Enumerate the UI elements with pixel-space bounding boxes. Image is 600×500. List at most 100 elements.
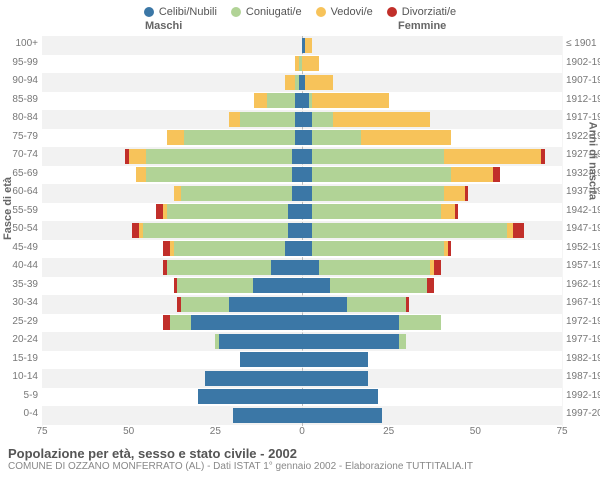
birth-label: 1912-1916	[566, 94, 600, 105]
bar-segment	[302, 56, 319, 71]
population-pyramid-chart: Celibi/Nubili Coniugati/e Vedovi/e Divorzia…	[0, 0, 600, 500]
chart-subtitle: COMUNE DI OZZANO MONFERRATO (AL) - Dati …	[8, 461, 592, 472]
pyramid-row	[42, 37, 562, 56]
legend-item: Coniugati/e	[231, 6, 302, 18]
pyramid-row	[42, 74, 562, 93]
chart-title: Popolazione per età, sesso e stato civil…	[8, 446, 592, 461]
birth-label: 1902-1906	[566, 57, 600, 68]
bar-segment	[267, 93, 295, 108]
bar-segment	[295, 112, 302, 127]
age-label: 90-94	[0, 75, 38, 86]
age-label: 40-44	[0, 260, 38, 271]
bar-segment	[146, 149, 292, 164]
pyramid-row	[42, 111, 562, 130]
pyramid-row	[42, 93, 562, 112]
pyramid-row	[42, 241, 562, 260]
bar-segment	[288, 223, 302, 238]
bar-segment	[156, 204, 163, 219]
birth-label: 1927-1931	[566, 149, 600, 160]
birth-label: 1947-1951	[566, 223, 600, 234]
legend-swatch	[387, 7, 397, 17]
bar-segment	[302, 371, 368, 386]
birth-label: ≤ 1901	[566, 38, 600, 49]
bar-segment	[312, 93, 388, 108]
plot-area: 100+≤ 190195-991902-190690-941907-191185…	[42, 36, 562, 426]
bar-segment	[292, 149, 302, 164]
bar-segment	[163, 241, 170, 256]
legend-item: Divorziati/e	[387, 6, 456, 18]
birth-label: 1962-1966	[566, 279, 600, 290]
bar-segment	[167, 130, 184, 145]
bar-segment	[465, 186, 468, 201]
bar-segment	[177, 278, 253, 293]
birth-label: 1917-1921	[566, 112, 600, 123]
bar-segment	[170, 315, 191, 330]
age-label: 50-54	[0, 223, 38, 234]
bar-segment	[285, 75, 295, 90]
bar-segment	[302, 408, 382, 423]
header-female: Femmine	[398, 20, 446, 32]
bar-segment	[302, 278, 330, 293]
birth-label: 1957-1961	[566, 260, 600, 271]
birth-label: 1982-1986	[566, 353, 600, 364]
bar-segment	[240, 352, 302, 367]
bar-segment	[302, 352, 368, 367]
bar-segment	[448, 241, 451, 256]
bar-segment	[312, 130, 361, 145]
age-label: 15-19	[0, 353, 38, 364]
bar-segment	[305, 75, 333, 90]
legend-swatch	[316, 7, 326, 17]
bar-segment	[302, 297, 347, 312]
age-label: 85-89	[0, 94, 38, 105]
bar-segment	[312, 241, 444, 256]
birth-label: 1997-2001	[566, 408, 600, 419]
legend-item: Celibi/Nubili	[144, 6, 217, 18]
bar-segment	[406, 297, 409, 312]
age-label: 80-84	[0, 112, 38, 123]
legend-item: Vedovi/e	[316, 6, 373, 18]
birth-label: 1907-1911	[566, 75, 600, 86]
bar-segment	[302, 223, 312, 238]
age-label: 55-59	[0, 205, 38, 216]
header-male: Maschi	[145, 20, 182, 32]
bar-segment	[312, 223, 506, 238]
pyramid-row	[42, 167, 562, 186]
bar-segment	[136, 167, 146, 182]
bar-segment	[240, 112, 295, 127]
pyramid-row	[42, 130, 562, 149]
bar-segment	[441, 204, 455, 219]
bar-segment	[295, 130, 302, 145]
bar-segment	[302, 241, 312, 256]
bar-segment	[399, 334, 406, 349]
pyramid-row	[42, 222, 562, 241]
bar-segment	[302, 204, 312, 219]
pyramid-row	[42, 56, 562, 75]
age-label: 100+	[0, 38, 38, 49]
bar-segment	[444, 149, 541, 164]
bar-segment	[302, 334, 399, 349]
chart-footer: Popolazione per età, sesso e stato civil…	[0, 442, 600, 472]
x-axis-ticks: 7550250255075	[42, 426, 562, 442]
bar-segment	[399, 315, 441, 330]
x-tick: 0	[299, 426, 305, 437]
age-label: 20-24	[0, 334, 38, 345]
bar-segment	[184, 130, 295, 145]
legend: Celibi/Nubili Coniugati/e Vedovi/e Divorzia…	[0, 0, 600, 20]
bar-segment	[288, 204, 302, 219]
legend-label: Divorziati/e	[402, 6, 456, 18]
bar-segment	[271, 260, 302, 275]
legend-label: Vedovi/e	[331, 6, 373, 18]
age-label: 25-29	[0, 316, 38, 327]
pyramid-row	[42, 259, 562, 278]
bar-segment	[229, 112, 239, 127]
birth-label: 1922-1926	[566, 131, 600, 142]
legend-label: Celibi/Nubili	[159, 6, 217, 18]
bar-segment	[312, 149, 444, 164]
x-tick: 75	[36, 426, 47, 437]
bar-segment	[455, 204, 458, 219]
bar-segment	[507, 223, 514, 238]
pyramid-row	[42, 407, 562, 426]
birth-label: 1987-1991	[566, 371, 600, 382]
legend-swatch	[144, 7, 154, 17]
column-headers: Maschi Femmine	[0, 20, 600, 36]
